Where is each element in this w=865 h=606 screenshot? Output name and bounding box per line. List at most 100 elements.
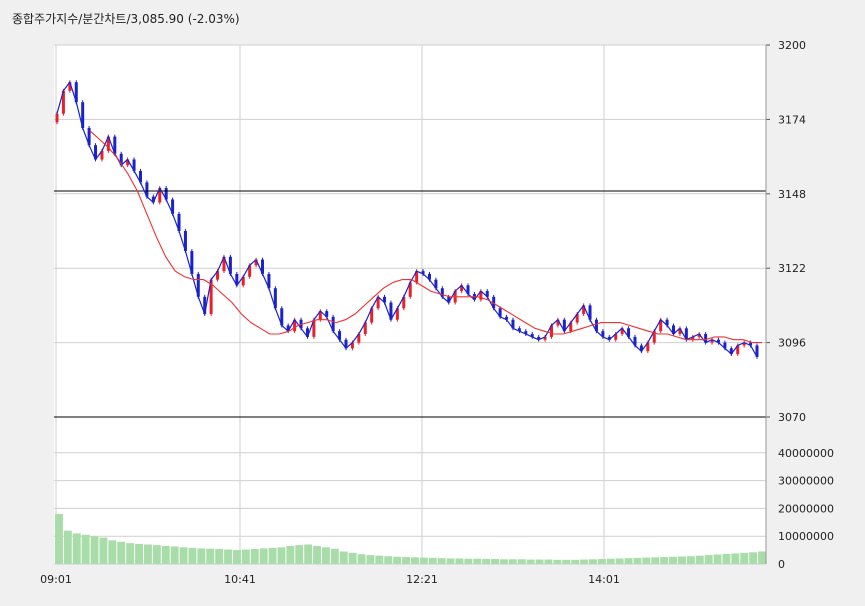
volume-bar bbox=[491, 558, 499, 564]
volume-bar bbox=[188, 547, 197, 564]
moving-average-line bbox=[89, 130, 762, 344]
volume-bar bbox=[197, 548, 206, 564]
price-tick-label: 3096 bbox=[778, 337, 806, 350]
volume-bar bbox=[749, 552, 758, 564]
volume-bar bbox=[295, 545, 304, 564]
volume-bar bbox=[553, 559, 562, 564]
volume-bar bbox=[348, 552, 357, 564]
candle-body bbox=[678, 328, 682, 335]
candle-body bbox=[485, 291, 489, 297]
volume-tick-label: 0 bbox=[778, 558, 785, 571]
volume-bar bbox=[758, 551, 766, 564]
candle-body bbox=[556, 319, 560, 326]
volume-bar bbox=[464, 558, 473, 564]
candle-body bbox=[524, 331, 528, 335]
candle-body bbox=[331, 316, 335, 332]
volume-bar bbox=[268, 547, 277, 564]
candle-body bbox=[434, 279, 438, 289]
volume-bar bbox=[241, 549, 250, 564]
index-name: 종합주가지수/분간차트 bbox=[12, 12, 127, 26]
candle-body bbox=[704, 334, 708, 343]
candle-body bbox=[267, 273, 271, 289]
candle-body bbox=[530, 334, 534, 337]
volume-bar bbox=[108, 540, 117, 564]
candle-body bbox=[203, 296, 207, 314]
volume-bar bbox=[651, 557, 660, 564]
candle-body bbox=[652, 331, 656, 343]
candle-body bbox=[460, 285, 464, 292]
volume-bar bbox=[117, 541, 126, 564]
candle-body bbox=[338, 331, 342, 340]
candle-body bbox=[594, 319, 598, 332]
price-tick-label: 3174 bbox=[778, 113, 806, 126]
candle-body bbox=[280, 308, 284, 326]
volume-bar bbox=[81, 534, 90, 564]
candle-body bbox=[505, 316, 509, 320]
candle-body bbox=[549, 325, 553, 337]
candle-body bbox=[575, 313, 579, 323]
volume-bar bbox=[722, 553, 731, 564]
volume-bar bbox=[375, 555, 384, 564]
candle-body bbox=[582, 305, 586, 314]
volume-bar bbox=[233, 550, 241, 564]
candle-body bbox=[344, 339, 348, 349]
candle-body bbox=[138, 170, 142, 183]
time-tick-label: 12:21 bbox=[406, 573, 438, 586]
candle-body bbox=[691, 336, 695, 340]
volume-bar bbox=[384, 556, 393, 564]
volume-bar bbox=[126, 543, 135, 564]
volume-bar bbox=[170, 546, 179, 564]
candle-body bbox=[492, 296, 496, 309]
candle-body bbox=[74, 82, 78, 103]
candle-body bbox=[177, 213, 181, 231]
candle-body bbox=[261, 259, 265, 274]
candle-body bbox=[447, 296, 451, 303]
volume-bar bbox=[615, 558, 624, 564]
candle-body bbox=[639, 345, 643, 352]
price-tick-label: 3148 bbox=[778, 188, 806, 201]
candle-body bbox=[723, 342, 727, 349]
candle-body bbox=[517, 328, 521, 332]
candle-body bbox=[742, 342, 746, 346]
volume-bar bbox=[580, 559, 588, 564]
volume-bar bbox=[446, 558, 455, 564]
candle-body bbox=[132, 159, 136, 171]
candle-body bbox=[466, 285, 470, 294]
volume-bar bbox=[366, 555, 375, 564]
volume-tick-label: 30000000 bbox=[778, 475, 834, 488]
volume-bar bbox=[135, 543, 143, 564]
candle-body bbox=[241, 276, 245, 286]
plot-background bbox=[54, 45, 766, 564]
candle-body bbox=[408, 282, 412, 297]
candle-body bbox=[171, 199, 175, 214]
volume-bar bbox=[606, 558, 615, 564]
chart-title: 종합주가지수/분간차트/3,085.90 (-2.03%) bbox=[12, 10, 240, 27]
candle-body bbox=[312, 319, 316, 337]
candle-body bbox=[736, 345, 740, 355]
volume-bar bbox=[695, 555, 704, 564]
volume-bar bbox=[224, 549, 232, 564]
candle-body bbox=[716, 339, 720, 343]
volume-bar bbox=[152, 545, 161, 564]
volume-bar bbox=[313, 545, 321, 564]
volume-bar bbox=[669, 556, 677, 564]
price-change: (-2.03%) bbox=[187, 12, 240, 26]
candle-body bbox=[350, 342, 354, 349]
candle-body bbox=[537, 336, 541, 340]
volume-tick-label: 20000000 bbox=[778, 502, 834, 515]
candle-body bbox=[209, 279, 213, 314]
candle-body bbox=[363, 322, 367, 335]
volume-bar bbox=[500, 559, 508, 564]
candle-body bbox=[633, 336, 637, 346]
candle-body bbox=[627, 328, 631, 337]
volume-bar bbox=[402, 557, 410, 564]
volume-bar bbox=[277, 547, 286, 564]
volume-bar bbox=[642, 557, 651, 564]
volume-bar bbox=[330, 548, 339, 564]
volume-bar bbox=[535, 559, 544, 564]
candle-body bbox=[511, 319, 515, 329]
candle-body bbox=[370, 308, 374, 323]
candle-body bbox=[543, 336, 547, 340]
candle-body bbox=[376, 296, 380, 309]
